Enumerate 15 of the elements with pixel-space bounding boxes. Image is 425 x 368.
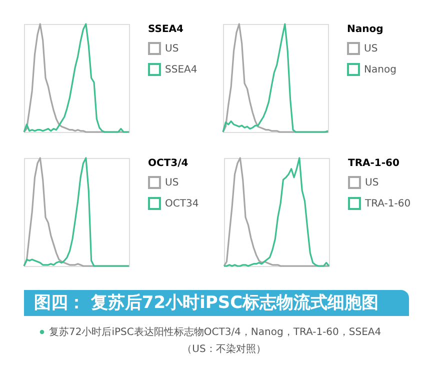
text: OCT34 xyxy=(165,198,199,210)
legend-label: SSEA4 xyxy=(165,64,198,76)
text: 图四： 复苏后72小时iPSC标志物流式细胞图 xyxy=(34,293,379,313)
legend-label: US xyxy=(165,44,179,54)
legend-label: US xyxy=(364,44,378,54)
legend-title: Nanog xyxy=(347,24,384,35)
legend-title: SSEA4 xyxy=(148,24,184,35)
legend-label: Nanog xyxy=(364,64,396,76)
text: TRA-1-60 xyxy=(364,198,411,210)
legend-title: OCT3/4 xyxy=(148,158,188,169)
text: US xyxy=(365,178,379,188)
text: （US：不染对照） xyxy=(182,343,266,355)
text: US xyxy=(165,178,179,188)
legend-title: TRA-1-60 xyxy=(348,158,400,169)
text: 复苏72小时后iPSC表达阳性标志物OCT3/4，Nanog，TRA-1-60，SSEA4 xyxy=(49,326,382,338)
